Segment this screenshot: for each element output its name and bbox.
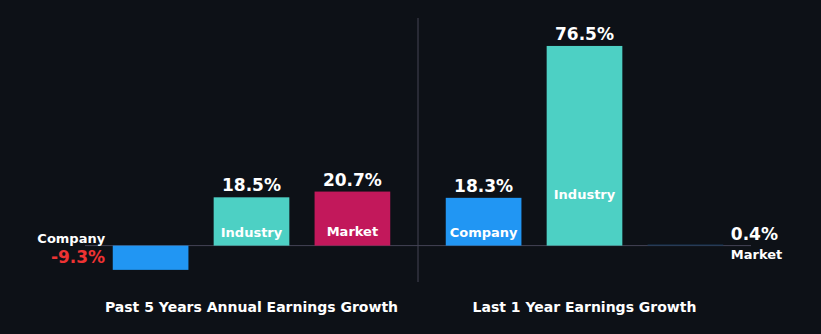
value-label: -9.3% xyxy=(51,247,105,267)
bar-label: Company xyxy=(37,231,105,246)
chart-svg: Company-9.3%18.5%Industry20.7%MarketPast… xyxy=(0,0,821,334)
chart-container: Company-9.3%18.5%Industry20.7%MarketPast… xyxy=(0,0,821,334)
labels: Company-9.3% 18.5% Industry 20.7% Market xyxy=(37,170,382,267)
bar-label: Market xyxy=(731,247,782,262)
group-title: Past 5 Years Annual Earnings Growth xyxy=(105,299,398,315)
value-label: 20.7% xyxy=(323,170,382,190)
value-label: 0.4% xyxy=(731,224,778,244)
bar xyxy=(113,246,189,270)
value-label: 76.5% xyxy=(555,24,614,44)
labels: 18.3% Company 76.5% Industry 0.4% Market xyxy=(450,24,783,262)
bar xyxy=(446,198,522,246)
bar xyxy=(547,46,623,246)
bar-label: Industry xyxy=(554,187,616,202)
bar-label: Market xyxy=(327,224,378,239)
value-label: 18.3% xyxy=(454,176,513,196)
bar-label: Industry xyxy=(221,225,283,240)
value-label: 18.5% xyxy=(222,175,281,195)
panel-divider xyxy=(418,18,419,282)
bars xyxy=(113,192,391,270)
bars xyxy=(446,46,724,246)
bar xyxy=(648,245,724,246)
panel: 18.3% Company 76.5% Industry 0.4% Market Last … xyxy=(418,24,782,315)
panel: Company-9.3% 18.5% Industry 20.7% Market Past… xyxy=(37,18,418,315)
bar xyxy=(214,197,290,245)
background xyxy=(0,0,821,334)
group-title: Last 1 Year Earnings Growth xyxy=(473,299,697,315)
bar xyxy=(315,192,391,246)
bar-label: Company xyxy=(450,225,518,240)
